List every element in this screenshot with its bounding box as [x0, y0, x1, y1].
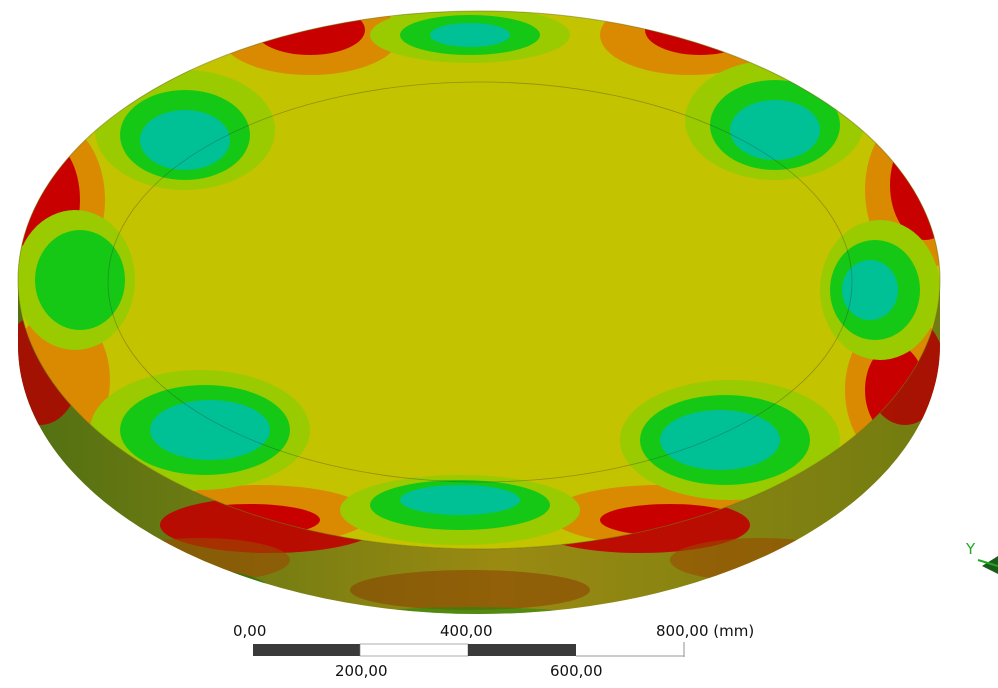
scale-label-400: 400,00	[440, 622, 493, 640]
scale-label-600: 600,00	[550, 662, 603, 680]
scale-label-0: 0,00	[233, 622, 267, 640]
scale-label-800: 800,00 (mm)	[656, 622, 755, 640]
axis-y-label: Y	[966, 540, 976, 558]
scale-bar	[253, 642, 685, 657]
scale-label-200: 200,00	[335, 662, 388, 680]
axis-triad	[977, 556, 998, 574]
